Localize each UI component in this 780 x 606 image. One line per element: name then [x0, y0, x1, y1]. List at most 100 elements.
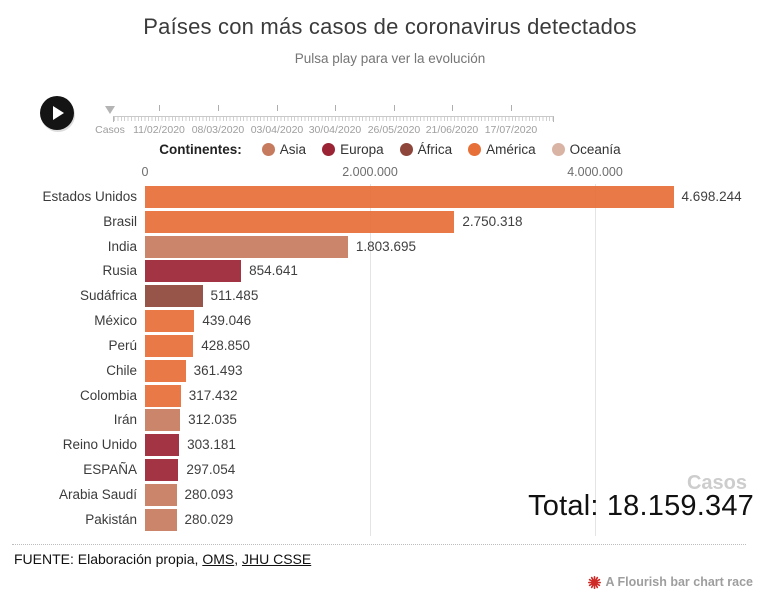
- timeline-major-tick: [452, 105, 453, 111]
- bar-row-perú: Perú 428.850: [0, 334, 780, 359]
- value-label: 428.850: [201, 337, 251, 353]
- country-label: ESPAÑA: [83, 462, 137, 478]
- value-label: 280.029: [184, 511, 234, 527]
- timeline-major-tick: [335, 105, 336, 111]
- country-label: India: [107, 238, 137, 254]
- x-axis-tick: 2.000.000: [342, 165, 398, 179]
- bar-asia: [145, 409, 181, 432]
- timeline-major-tick: [159, 105, 160, 111]
- flourish-credit-label: A Flourish bar chart race: [605, 575, 754, 589]
- country-label: Estados Unidos: [42, 189, 137, 204]
- x-axis-tick: 4.000.000: [567, 165, 623, 179]
- legend-label: Oceanía: [569, 142, 621, 157]
- legend-item-américa: América: [468, 142, 536, 157]
- bar-row-rusia: Rusia 854.641: [0, 260, 780, 284]
- value-label: 312.035: [188, 412, 237, 428]
- timeline-major-tick: [218, 105, 219, 111]
- continent-legend: Continentes: Asia Europa África América Ocea…: [0, 142, 780, 157]
- play-button[interactable]: [40, 96, 74, 130]
- page-subtitle: Pulsa play para ver la evolución: [294, 51, 486, 66]
- country-label: Perú: [108, 337, 137, 353]
- bar-américa: [145, 310, 195, 333]
- legend-swatch: [322, 143, 336, 156]
- country-label: Chile: [106, 362, 137, 378]
- timeline-major-tick: [394, 105, 395, 111]
- value-label: 317.432: [188, 387, 238, 403]
- timeline-handle[interactable]: [105, 106, 115, 114]
- legend-item-áfrica: África: [399, 142, 453, 157]
- value-label: 297.054: [186, 462, 236, 478]
- legend-item-asia: Asia: [261, 142, 306, 157]
- timeline-major-tick: [277, 105, 278, 111]
- bar-europa: [145, 434, 180, 457]
- bar-asia: [145, 235, 348, 258]
- legend-swatch: [551, 143, 565, 156]
- source-text: FUENTE: Elaboración propia,: [14, 551, 199, 567]
- value-label: 511.485: [210, 288, 259, 304]
- gridline: [594, 184, 596, 536]
- country-label: Colombia: [79, 387, 137, 403]
- value-label: 361.493: [193, 362, 243, 378]
- value-label: 2.750.318: [462, 213, 523, 229]
- bar-row-colombia: Colombia 317.432: [0, 384, 780, 409]
- bar-row-brasil: Brasil 2.750.318: [0, 210, 780, 235]
- plot-area: Estados Unidos 4.698.244 Brasil 2.750.318 In…: [0, 184, 780, 536]
- bar-américa: [145, 359, 186, 382]
- page-title: Países con más casos de coronavirus dete…: [143, 14, 637, 39]
- legend-swatch: [261, 143, 275, 156]
- bar-row-arabia-saudí: Arabia Saudí 280.093: [0, 483, 780, 508]
- bar-row-chile: Chile 361.493: [0, 359, 780, 384]
- legend-item-europa: Europa: [322, 142, 384, 157]
- source-link-oms[interactable]: OMS: [202, 551, 235, 567]
- bar-row-reino-unido: Reino Unido 303.181: [0, 434, 780, 458]
- legend-label: Europa: [340, 142, 384, 157]
- source-link-jhu[interactable]: JHU CSSE: [241, 551, 312, 567]
- legend-label: África: [417, 142, 453, 157]
- total-counter: Total: 18.159.347: [528, 490, 754, 522]
- timeline-date-label: 17/07/2020: [484, 124, 538, 136]
- bar-row-pakistán: Pakistán 280.029: [0, 508, 780, 533]
- bar-asia: [145, 508, 177, 531]
- bar-row-estados-unidos: Estados Unidos 4.698.244: [0, 186, 780, 210]
- country-label: Pakistán: [85, 511, 137, 527]
- value-label: 1.803.695: [355, 238, 416, 254]
- bar-europa: [145, 459, 179, 482]
- bar-américa: [145, 186, 674, 208]
- country-label: Rusia: [102, 263, 137, 279]
- source-comma: ,: [234, 551, 239, 567]
- value-label: 280.093: [184, 486, 234, 502]
- x-axis-tick: 0: [141, 165, 149, 179]
- timeline-date-label: 30/04/2020: [308, 124, 362, 136]
- bar-américa: [145, 210, 455, 233]
- timeline-date-label: 26/05/2020: [367, 124, 421, 136]
- bar-américa: [145, 334, 194, 357]
- value-label: 854.641: [249, 263, 298, 279]
- value-label: 4.698.244: [681, 189, 742, 204]
- bar-row-irán: Irán 312.035: [0, 409, 780, 433]
- value-label: 439.046: [202, 313, 252, 329]
- bar-row-méxico: México 439.046: [0, 310, 780, 334]
- bar-asia: [145, 483, 177, 506]
- timeline-date-label: 03/04/2020: [250, 124, 304, 136]
- timeline-current-label: Casos: [95, 124, 125, 136]
- country-label: Irán: [113, 412, 137, 428]
- play-icon: [53, 106, 64, 120]
- timeline-track[interactable]: [113, 116, 554, 122]
- gridline: [369, 184, 371, 536]
- timeline-date-label: 08/03/2020: [191, 124, 245, 136]
- value-label: 303.181: [187, 437, 236, 453]
- legend-label: América: [486, 142, 536, 157]
- country-label: México: [94, 313, 137, 329]
- bar-áfrica: [145, 285, 203, 308]
- bar-américa: [145, 384, 181, 407]
- timeline-slider: Casos 11/02/2020 08/03/2020 03/04/2020 30/04…: [95, 105, 564, 139]
- flourish-credit[interactable]: A Flourish bar chart race: [587, 575, 754, 589]
- source-footer: FUENTE: Elaboración propia, OMS, JHU CSS…: [14, 551, 311, 567]
- country-label: Arabia Saudí: [58, 486, 137, 502]
- legend-swatch: [468, 143, 482, 156]
- bar-row-sudáfrica: Sudáfrica 511.485: [0, 285, 780, 309]
- timeline-major-tick: [511, 105, 512, 111]
- bar-europa: [145, 260, 242, 283]
- legend-swatch: [399, 143, 413, 156]
